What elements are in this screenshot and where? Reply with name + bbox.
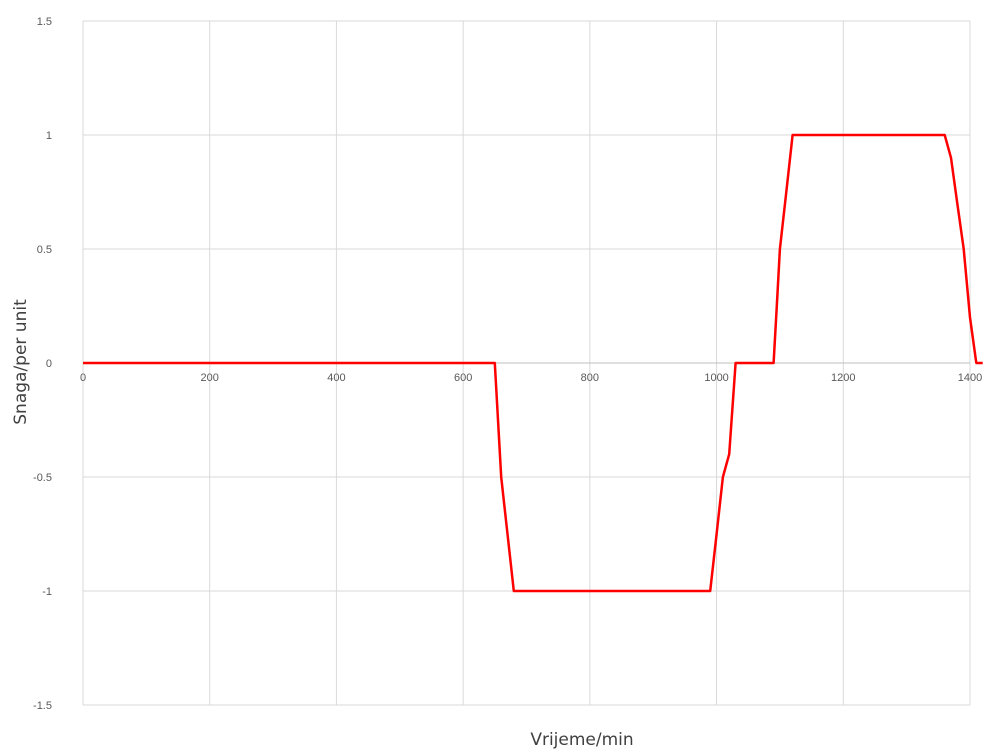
y-tick-label: 1 xyxy=(46,130,52,142)
y-axis-title: Snaga/per unit xyxy=(11,299,31,425)
y-tick-label: -1 xyxy=(42,586,52,598)
series-group xyxy=(83,133,983,593)
y-tick-label: -1.5 xyxy=(33,700,52,712)
x-tick-label: 1200 xyxy=(831,372,855,384)
y-tick-label: 0 xyxy=(46,358,52,370)
x-tick-label: 400 xyxy=(327,372,345,384)
x-tick-label: 1400 xyxy=(958,372,982,384)
x-tick-label: 200 xyxy=(201,372,219,384)
y-tick-label: -0.5 xyxy=(33,472,52,484)
y-tick-label: 1.5 xyxy=(37,16,52,28)
x-tick-label: 0 xyxy=(80,372,86,384)
y-tick-label: 0.5 xyxy=(37,244,52,256)
x-axis-ticks: 0 200 400 600 800 1000 1200 1400 xyxy=(80,372,982,384)
x-axis-title: Vrijeme/min xyxy=(530,730,633,750)
y-axis-ticks: 1.5 1 0.5 0 -0.5 -1 -1.5 xyxy=(33,16,52,712)
x-tick-label: 1000 xyxy=(704,372,728,384)
series-line-0 xyxy=(83,133,983,593)
x-tick-label: 800 xyxy=(581,372,599,384)
x-tick-label: 600 xyxy=(454,372,472,384)
